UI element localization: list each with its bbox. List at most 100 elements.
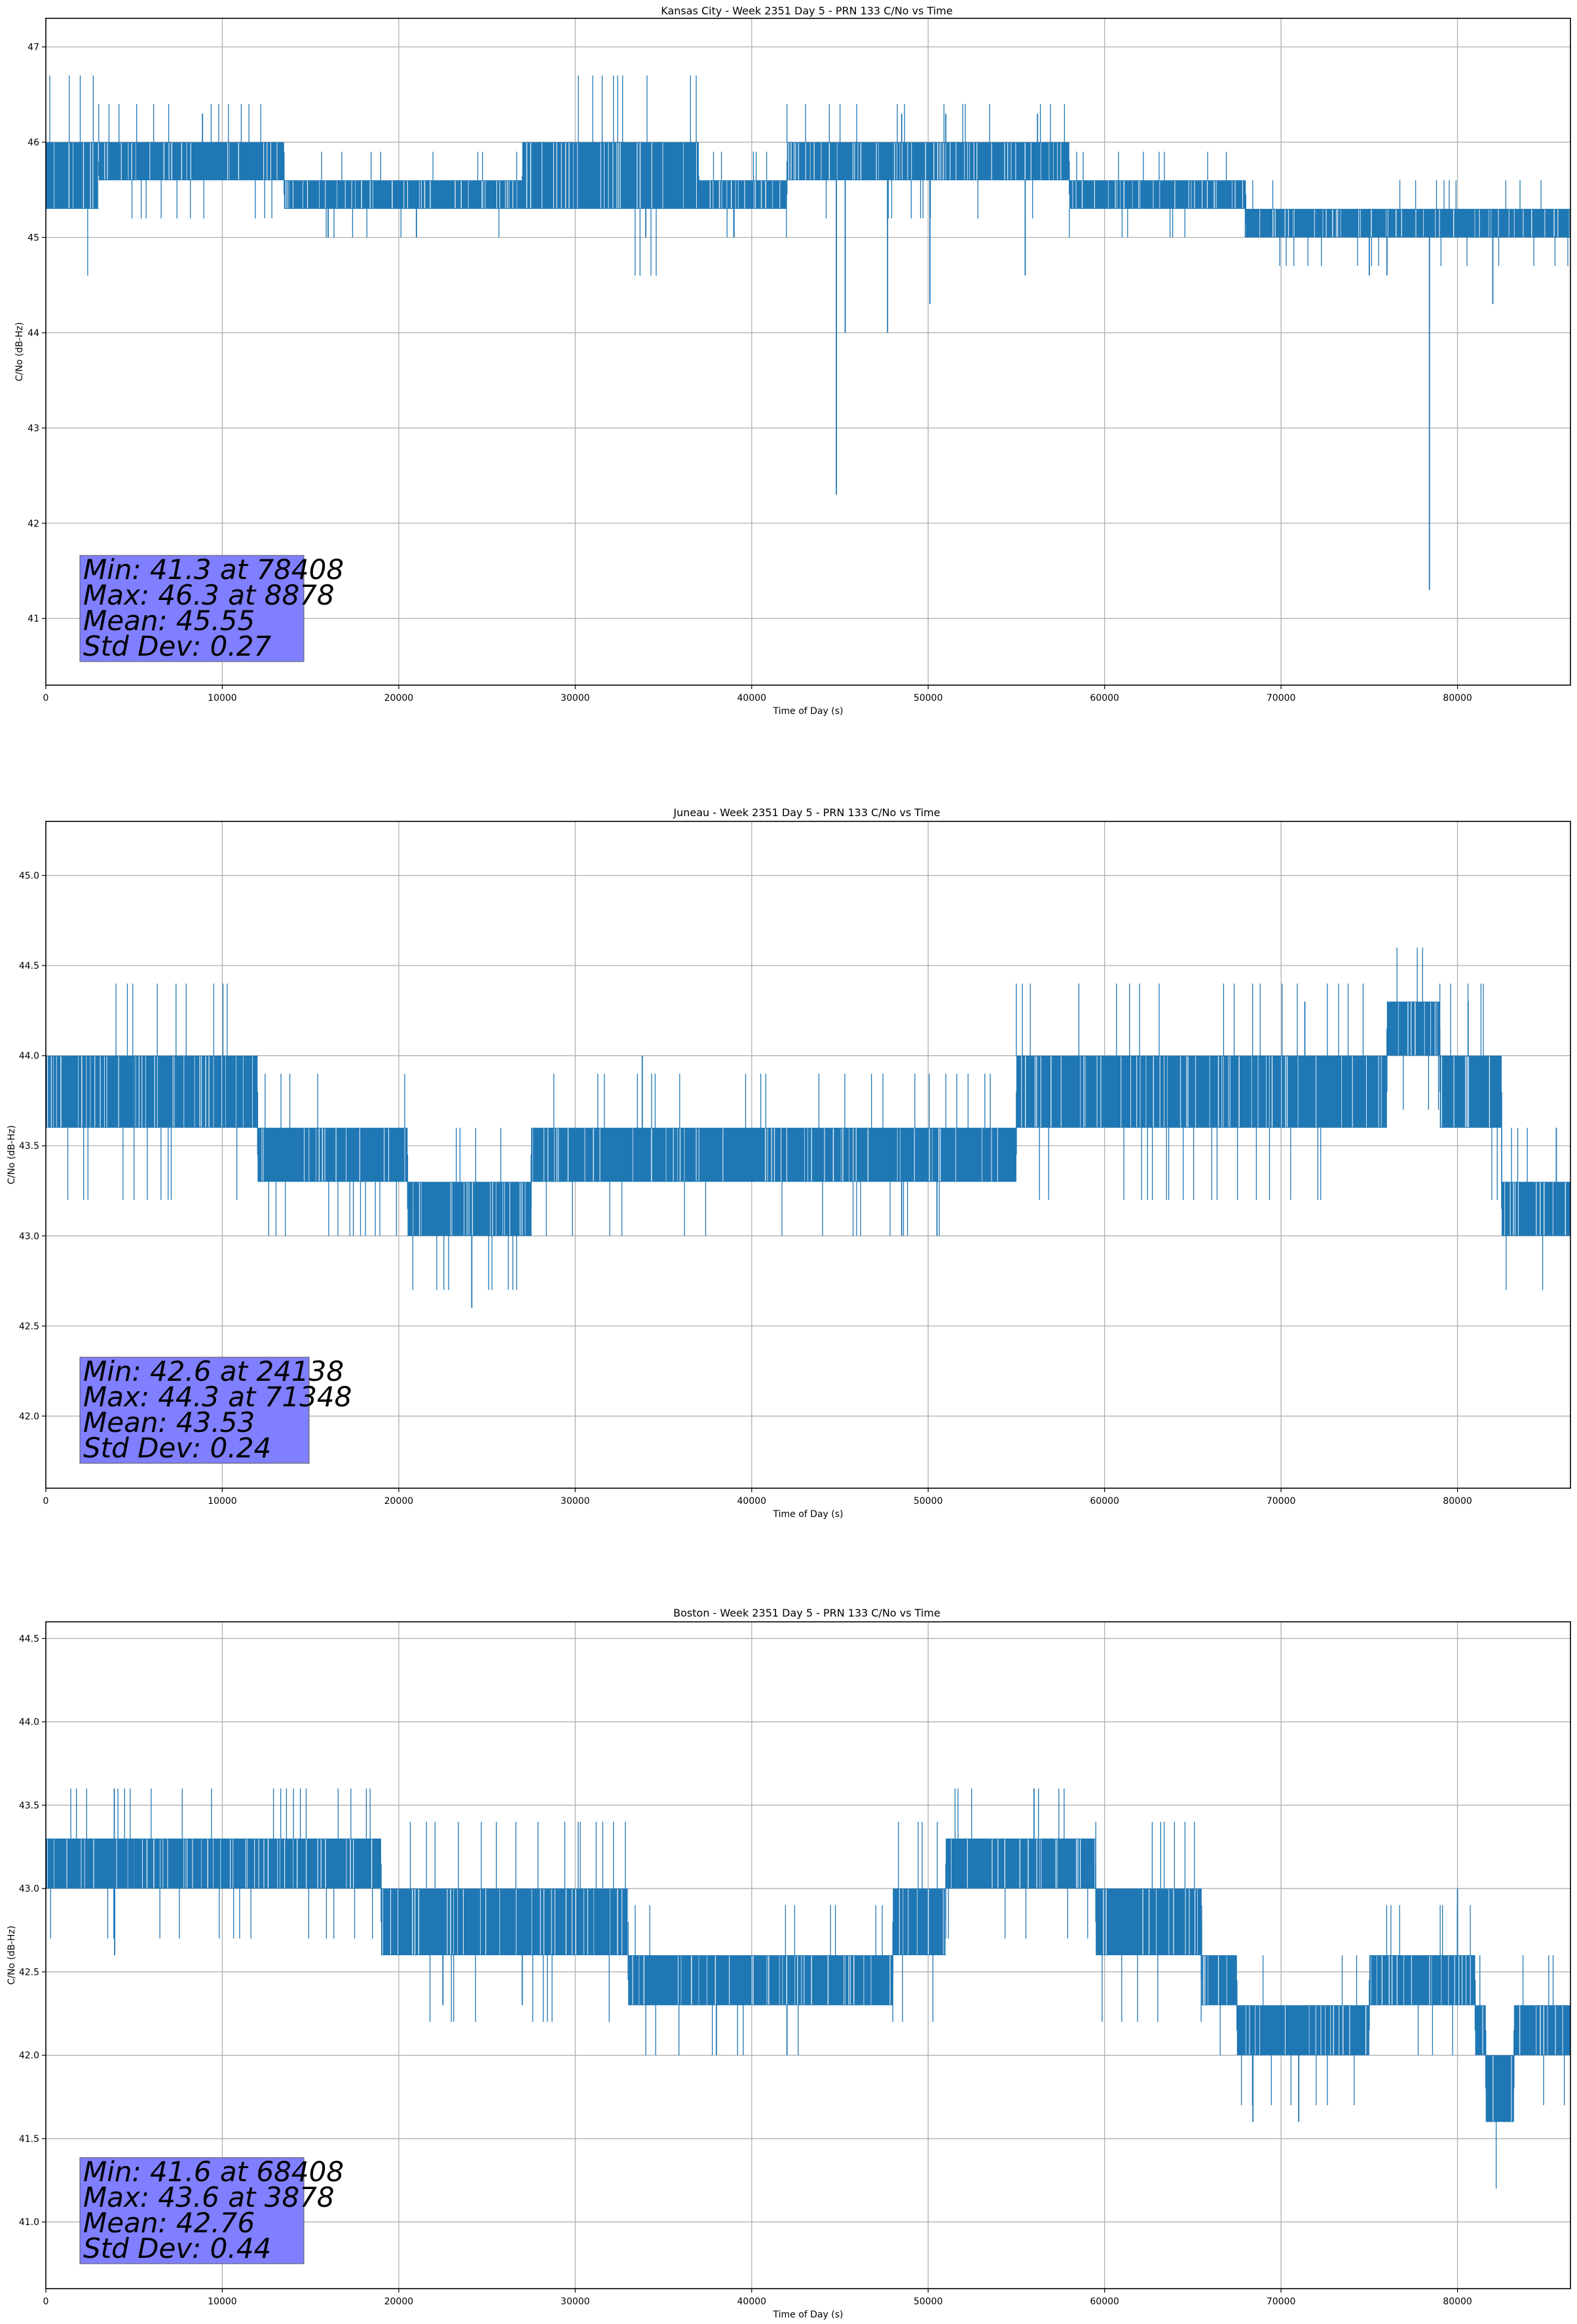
data-band	[46, 1838, 134, 1889]
y-tick-label: 44	[28, 328, 39, 339]
data-band-gaps	[1441, 1056, 1491, 1127]
x-tick-label: 60000	[1090, 693, 1119, 703]
x-tick-label: 10000	[208, 1496, 237, 1507]
data-band	[1369, 1955, 1475, 2006]
x-tick-label: 20000	[384, 2296, 414, 2307]
x-tick-label: 50000	[914, 1496, 943, 1507]
data-excursions	[50, 1788, 131, 1939]
data-band-gaps	[1398, 1002, 1438, 1055]
stats-max: Max: 43.6 at 3878	[83, 2181, 335, 2213]
y-tick-label: 42.0	[19, 1412, 39, 1422]
y-tick-label: 44.0	[19, 1051, 39, 1062]
data-excursions	[1252, 180, 1568, 267]
y-tick-label: 44.5	[19, 961, 39, 971]
chart-panel-juneau: Juneau - Week 2351 Day 5 - PRN 133 C/No …	[7, 806, 1571, 1520]
data-excursions	[98, 103, 272, 219]
data-excursions	[1032, 103, 1066, 219]
data-band	[1513, 2005, 1570, 2055]
y-tick-label: 43.0	[19, 1884, 39, 1894]
data-excursions	[1396, 947, 1439, 1110]
chart-panel-kansas-city: Kansas City - Week 2351 Day 5 - PRN 133 …	[14, 5, 1571, 717]
stats-min: Min: 42.6 at 24138	[83, 1355, 344, 1387]
y-axis-label: C/No (dB-Hz)	[7, 1926, 17, 1985]
data-band	[698, 180, 787, 209]
data-excursions	[412, 1127, 517, 1290]
data-band	[46, 142, 99, 209]
data-band	[1386, 1002, 1440, 1056]
x-tick-label: 10000	[208, 693, 237, 703]
x-tick-label: 80000	[1443, 693, 1472, 703]
y-tick-label: 44.5	[19, 1634, 39, 1644]
chart-panel-boston: Boston - Week 2351 Day 5 - PRN 133 C/No …	[7, 1607, 1571, 2320]
y-tick-label: 42.0	[19, 2051, 39, 2061]
data-excursions	[1095, 1822, 1202, 2022]
data-band	[284, 180, 523, 209]
data-band-gaps	[526, 143, 697, 208]
data-band-gaps	[1072, 181, 1243, 208]
y-axis-label: C/No (dB-Hz)	[7, 1125, 17, 1184]
y-tick-label: 43.0	[19, 1231, 39, 1242]
x-axis-label: Time of Day (s)	[773, 706, 844, 717]
x-tick-label: 30000	[561, 693, 590, 703]
stats-box: Min: 41.6 at 68408 Max: 43.6 at 3878 Mea…	[79, 2156, 344, 2264]
x-tick-label: 10000	[208, 2296, 237, 2307]
data-band-gaps	[894, 143, 978, 180]
data-band	[1246, 208, 1570, 238]
data-excursions	[134, 983, 238, 1200]
stats-box: Min: 42.6 at 24138 Max: 44.3 at 71348 Me…	[79, 1355, 352, 1464]
data-band	[1201, 1955, 1237, 2006]
x-tick-label: 40000	[737, 1496, 767, 1507]
y-tick-label: 47	[28, 43, 39, 53]
data-band	[1475, 2005, 1486, 2055]
data-band	[946, 1838, 1096, 1889]
x-tick-label: 80000	[1443, 2296, 1472, 2307]
data-excursions	[787, 103, 893, 219]
chart-title: Kansas City - Week 2351 Day 5 - PRN 133 …	[661, 5, 952, 17]
plot-frame	[45, 18, 1571, 686]
data-excursions	[1069, 151, 1246, 238]
data-band	[1236, 2005, 1369, 2055]
stats-mean: Mean: 45.55	[83, 605, 255, 637]
stats-min: Min: 41.6 at 68408	[83, 2156, 344, 2188]
x-tick-label: 50000	[914, 693, 943, 703]
x-tick-label: 0	[43, 1496, 49, 1507]
data-band	[46, 1055, 134, 1128]
data-series	[46, 947, 1570, 1308]
x-tick-label: 80000	[1443, 1496, 1472, 1507]
data-band	[380, 1888, 629, 1955]
data-band	[98, 142, 284, 181]
data-band-gaps	[899, 1889, 946, 1955]
data-excursions	[409, 1822, 626, 2022]
data-excursions	[1016, 983, 1364, 1200]
stats-max: Max: 46.3 at 8878	[83, 579, 335, 611]
chart-title: Juneau - Week 2351 Day 5 - PRN 133 C/No …	[673, 806, 940, 819]
data-series	[46, 75, 1570, 590]
data-band	[522, 142, 699, 209]
data-band	[1016, 1055, 1387, 1128]
x-tick-label: 70000	[1267, 693, 1296, 703]
plot-frame	[45, 1621, 1571, 2289]
x-axis-label: Time of Day (s)	[773, 1509, 844, 1520]
data-excursions	[49, 75, 94, 276]
x-tick-label: 30000	[561, 1496, 590, 1507]
data-band	[1439, 1055, 1502, 1128]
y-tick-label: 43.5	[19, 1801, 39, 1811]
y-tick-label: 44.0	[19, 1717, 39, 1728]
x-tick-label: 20000	[384, 1496, 414, 1507]
data-band-gaps	[104, 143, 278, 180]
data-series	[46, 1788, 1570, 2189]
data-band-gaps	[532, 1128, 998, 1182]
x-tick-label: 70000	[1267, 1496, 1296, 1507]
y-tick-label: 42.5	[19, 1967, 39, 1977]
data-band	[1069, 180, 1246, 209]
x-tick-label: 60000	[1090, 1496, 1119, 1507]
data-band-gaps	[788, 143, 879, 180]
stats-max: Max: 44.3 at 71348	[83, 1381, 352, 1413]
y-tick-label: 41.5	[19, 2134, 39, 2145]
data-band	[990, 142, 1069, 181]
data-excursions	[67, 983, 134, 1200]
data-excursions	[530, 1074, 991, 1236]
stats-mean: Mean: 42.76	[83, 2207, 255, 2239]
data-band-gaps	[709, 181, 781, 208]
